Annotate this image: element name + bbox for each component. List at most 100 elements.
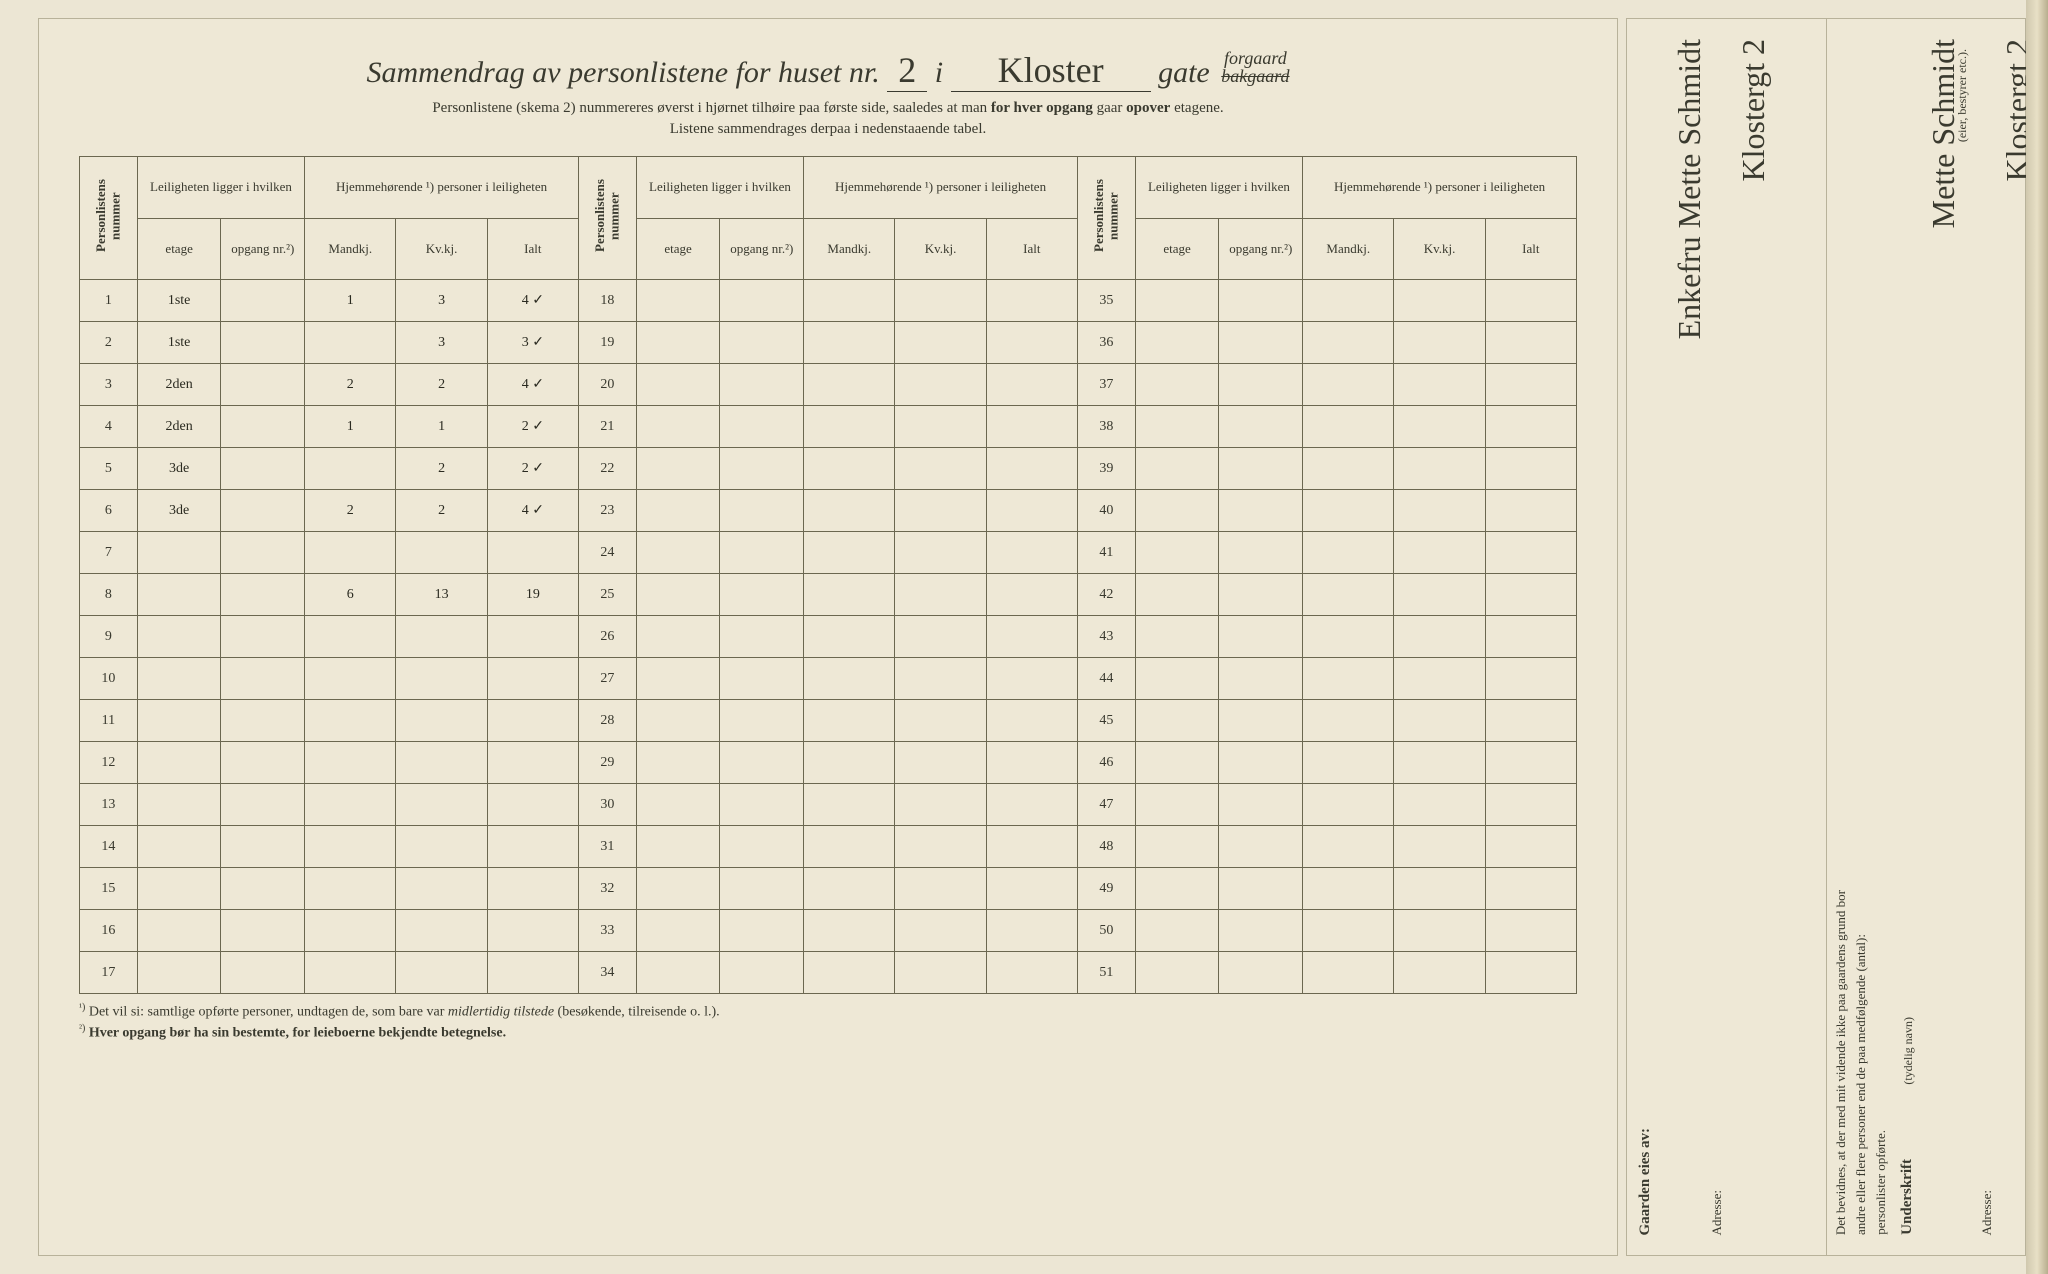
cell-etage: [1135, 700, 1219, 742]
cell-kvkj: [895, 532, 986, 574]
table-row: 12 29 46: [80, 742, 1577, 784]
fn1-sup: ¹): [79, 1002, 85, 1013]
cell-n: 35: [1077, 280, 1135, 322]
cell-opgang: [221, 700, 305, 742]
cell-ialt: 4 ✓: [487, 364, 578, 406]
cell-opgang: [221, 280, 305, 322]
cell-ialt: [986, 364, 1077, 406]
cell-ialt: [986, 448, 1077, 490]
cell-n: 1: [80, 280, 138, 322]
cell-etage: [137, 868, 221, 910]
cell-etage: [636, 658, 720, 700]
th-hjemme-1: Hjemmehørende ¹) personer i leiligheten: [305, 157, 579, 219]
cell-opgang: [720, 700, 804, 742]
cell-etage: [636, 490, 720, 532]
cell-opgang: [1219, 658, 1303, 700]
cell-etage: [1135, 658, 1219, 700]
cell-kvkj: 2: [396, 364, 487, 406]
th-mandkj-3: Mandkj.: [1303, 218, 1394, 280]
cell-mandkj: [305, 952, 396, 994]
cell-opgang: [720, 952, 804, 994]
cell-opgang: [221, 322, 305, 364]
cell-ialt: [986, 910, 1077, 952]
cell-ialt: 4 ✓: [487, 490, 578, 532]
cell-kvkj: [895, 616, 986, 658]
cell-ialt: [986, 322, 1077, 364]
cell-n: 41: [1077, 532, 1135, 574]
cell-etage: 2den: [137, 406, 221, 448]
th-personlistens-3: Personlistens nummer: [1092, 159, 1121, 273]
cell-n: 51: [1077, 952, 1135, 994]
cell-kvkj: [396, 742, 487, 784]
cell-opgang: [221, 406, 305, 448]
cell-n: 46: [1077, 742, 1135, 784]
cell-ialt: [487, 532, 578, 574]
cell-ialt: [1485, 406, 1576, 448]
cell-ialt: [487, 868, 578, 910]
cell-n: 39: [1077, 448, 1135, 490]
cell-etage: 2den: [137, 364, 221, 406]
eier-paren: (eier, bestyrer etc.).: [1955, 49, 1970, 142]
th-etage-1: etage: [137, 218, 221, 280]
side-witness-block: Det bevidnes, at der med mit vidende ikk…: [1826, 19, 2026, 1255]
cell-mandkj: [804, 574, 895, 616]
cell-n: 42: [1077, 574, 1135, 616]
cell-opgang: [1219, 616, 1303, 658]
cell-kvkj: [1394, 448, 1485, 490]
cell-n: 37: [1077, 364, 1135, 406]
cell-n: 5: [80, 448, 138, 490]
cell-n: 12: [80, 742, 138, 784]
cell-opgang: [221, 364, 305, 406]
cell-etage: [1135, 952, 1219, 994]
cell-etage: [1135, 280, 1219, 322]
cell-ialt: [487, 826, 578, 868]
th-kvkj-2: Kv.kj.: [895, 218, 986, 280]
cell-n: 4: [80, 406, 138, 448]
cell-kvkj: [396, 784, 487, 826]
cell-n: 6: [80, 490, 138, 532]
cell-opgang: [221, 826, 305, 868]
cell-n: 33: [578, 910, 636, 952]
bevidnes-3: personlister opførte.: [1873, 1130, 1889, 1235]
cell-ialt: [986, 700, 1077, 742]
table-row: 11ste134 ✓1835: [80, 280, 1577, 322]
cell-opgang: [221, 532, 305, 574]
bevidnes-1: Det bevidnes, at der med mit vidende ikk…: [1833, 890, 1849, 1235]
cell-mandkj: [305, 658, 396, 700]
cell-ialt: [1485, 658, 1576, 700]
cell-n: 29: [578, 742, 636, 784]
owner-address: Klostergt 2: [1735, 39, 1772, 182]
cell-opgang: [1219, 742, 1303, 784]
cell-ialt: [986, 658, 1077, 700]
cell-etage: [137, 952, 221, 994]
cell-opgang: [221, 952, 305, 994]
gate-suffix: forgaard bakgaard: [1221, 49, 1289, 85]
census-form-page: Sammendrag av personlistene for huset nr…: [38, 18, 1618, 1256]
cell-opgang: [221, 784, 305, 826]
table-head: Personlistens nummer Leiligheten ligger …: [80, 157, 1577, 280]
cell-ialt: [986, 532, 1077, 574]
underskrift-paren: (tydelig navn): [1901, 1017, 1916, 1085]
cell-ialt: [986, 616, 1077, 658]
th-kvkj-3: Kv.kj.: [1394, 218, 1485, 280]
cell-opgang: [1219, 490, 1303, 532]
fn2-sup: ²): [79, 1023, 85, 1034]
cell-mandkj: [305, 742, 396, 784]
cell-mandkj: [804, 826, 895, 868]
cell-kvkj: 3: [396, 322, 487, 364]
cell-n: 40: [1077, 490, 1135, 532]
cell-ialt: [487, 658, 578, 700]
cell-opgang: [720, 532, 804, 574]
cell-opgang: [221, 616, 305, 658]
street-name: Kloster: [951, 49, 1151, 92]
cell-mandkj: [804, 322, 895, 364]
cell-etage: [137, 742, 221, 784]
cell-mandkj: [1303, 322, 1394, 364]
cell-ialt: [986, 868, 1077, 910]
sub-mid: gaar: [1097, 100, 1123, 116]
cell-kvkj: [895, 406, 986, 448]
cell-ialt: [487, 616, 578, 658]
cell-opgang: [720, 574, 804, 616]
cell-n: 44: [1077, 658, 1135, 700]
cell-kvkj: [1394, 952, 1485, 994]
